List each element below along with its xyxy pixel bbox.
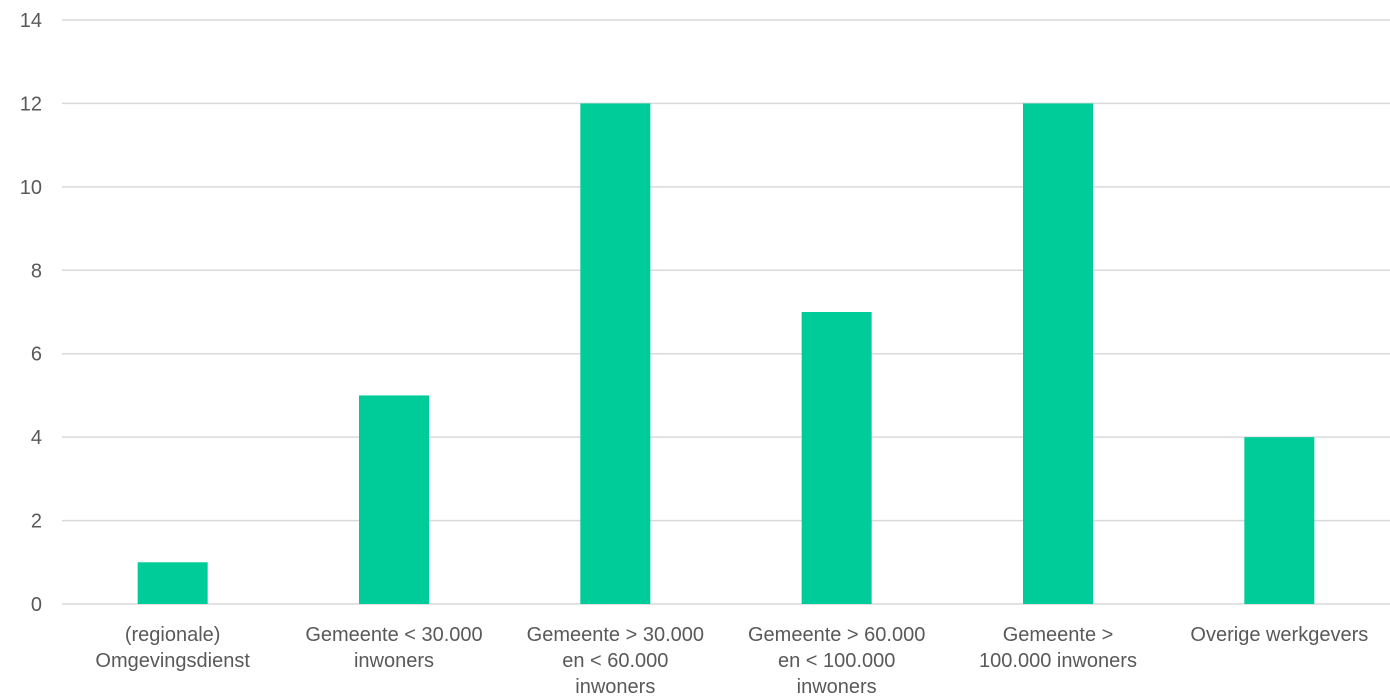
y-tick-label: 0	[31, 594, 42, 616]
y-tick-label: 2	[31, 511, 42, 533]
y-tick-label: 4	[31, 427, 42, 449]
x-axis-category-labels: (regionale) Omgevingsdienst Gemeente < 30.…	[95, 624, 1368, 697]
bar	[137, 562, 208, 604]
x-category-label: Overige werkgevers	[1190, 624, 1368, 646]
bar	[1244, 437, 1315, 604]
y-axis-tick-labels: 0 2 4 6 8 10 12 14	[20, 10, 42, 616]
y-tick-label: 14	[20, 10, 42, 32]
x-category-label: Gemeente < 30.000 inwoners	[305, 624, 482, 672]
x-category-label: (regionale) Omgevingsdienst	[95, 624, 250, 672]
y-tick-label: 10	[20, 177, 42, 199]
x-category-label: Gemeente > 30.000 en < 60.000 inwoners	[527, 624, 704, 697]
bar	[801, 312, 872, 604]
x-category-label: Gemeente > 60.000 en < 100.000 inwoners	[748, 624, 925, 697]
bar	[1023, 103, 1093, 604]
bars	[137, 103, 1315, 604]
gridlines	[62, 19, 1390, 605]
bar	[580, 103, 651, 604]
y-tick-label: 12	[20, 93, 42, 115]
y-tick-label: 8	[31, 260, 42, 282]
y-tick-label: 6	[31, 344, 42, 366]
x-category-label: Gemeente >100.000 inwoners	[979, 624, 1137, 672]
bar	[359, 395, 429, 604]
